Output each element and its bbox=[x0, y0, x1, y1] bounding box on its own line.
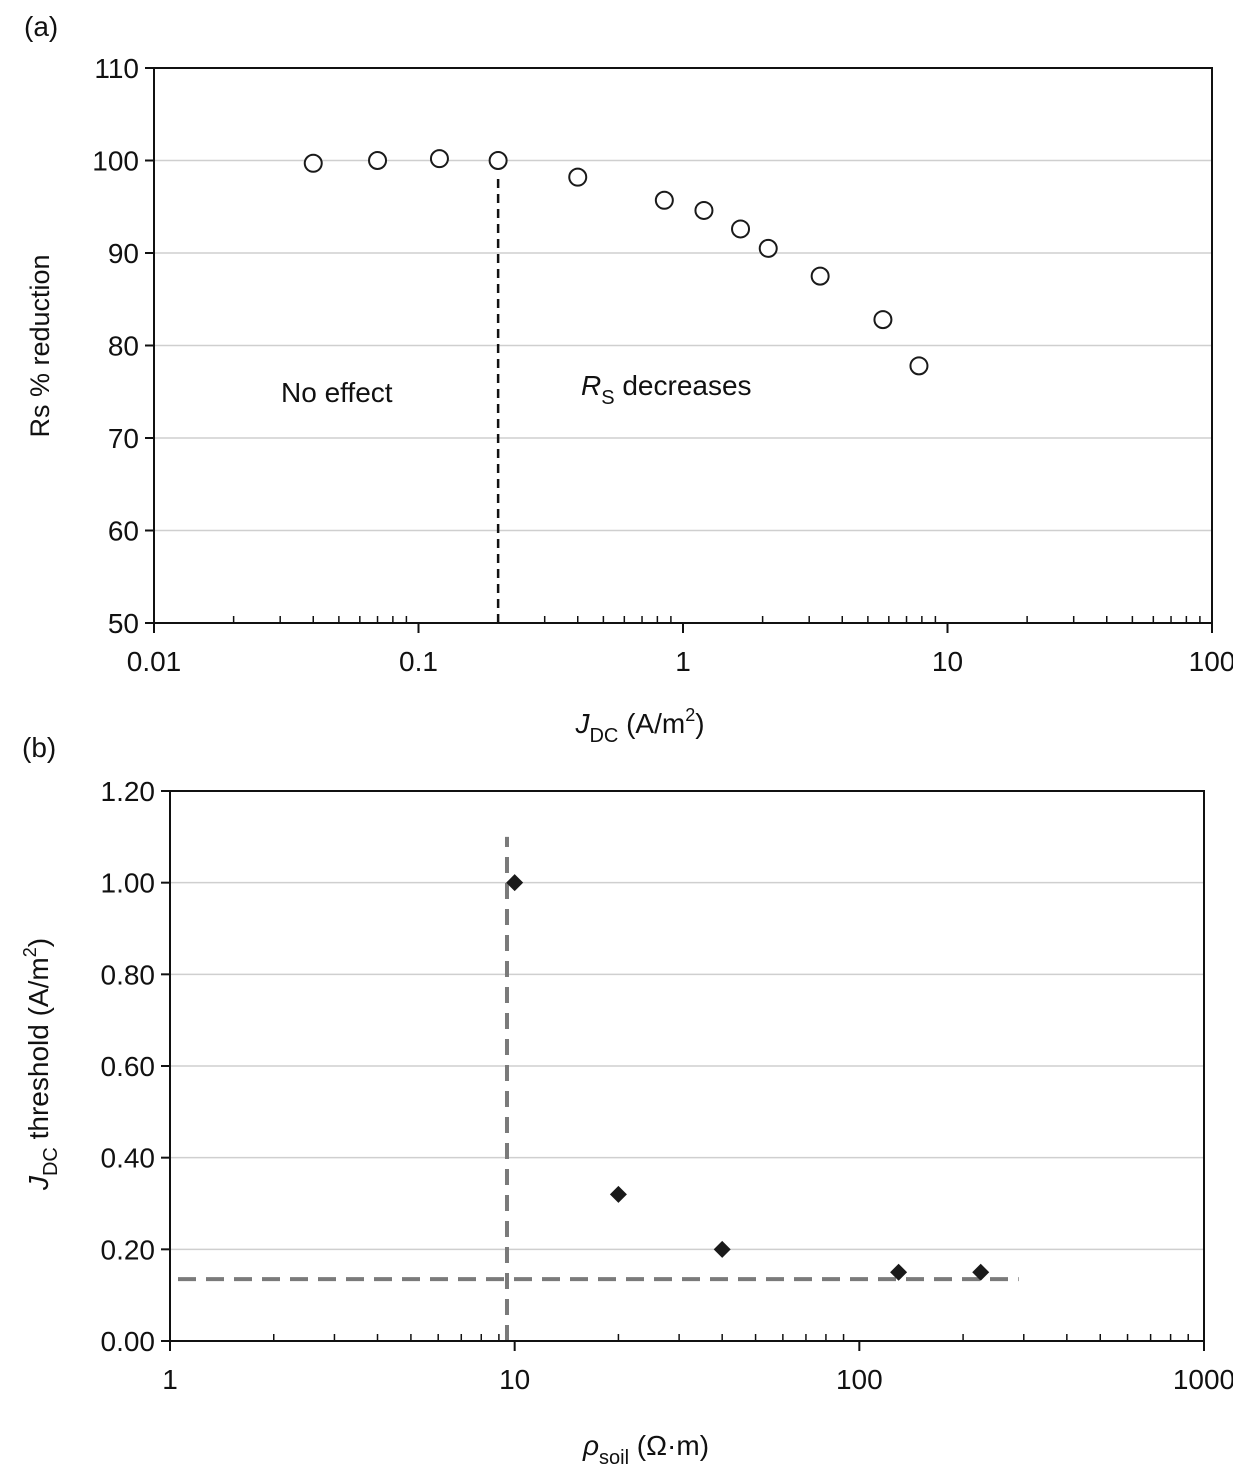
y-tick-label: 90 bbox=[108, 238, 139, 269]
y-tick-label: 1.00 bbox=[101, 868, 156, 899]
data-point bbox=[609, 1185, 627, 1203]
data-point bbox=[368, 151, 388, 170]
x-tick-label: 10 bbox=[499, 1364, 530, 1395]
y-tick-label: 0.40 bbox=[101, 1143, 156, 1174]
x-tick-label: 1 bbox=[675, 646, 691, 677]
panel-a-x-label-units: (A/m bbox=[618, 708, 685, 739]
data-point bbox=[429, 149, 449, 169]
y-tick-label: 0.00 bbox=[101, 1326, 156, 1357]
panel-b-y-label-sup: 2 bbox=[20, 947, 40, 957]
annotation-rs-symbol: R bbox=[581, 370, 601, 401]
y-tick-label: 80 bbox=[108, 331, 139, 362]
data-point bbox=[713, 1240, 731, 1258]
y-tick-label: 110 bbox=[94, 53, 139, 84]
annotation-rs-subscript: S bbox=[601, 387, 614, 409]
data-point bbox=[506, 874, 524, 892]
data-point bbox=[909, 356, 929, 376]
data-point bbox=[873, 310, 893, 330]
x-tick-label: 1 bbox=[162, 1364, 178, 1395]
panel-b-x-label-sub: soil bbox=[599, 1447, 629, 1469]
panel-b-y-label-rest: threshold (A/m bbox=[23, 957, 54, 1147]
x-tick-label: 0.1 bbox=[399, 646, 438, 677]
data-point bbox=[810, 266, 830, 286]
panel-b-y-axis-label: JDC threshold (A/m2) bbox=[20, 938, 62, 1191]
y-tick-label: 0.60 bbox=[101, 1051, 156, 1082]
y-tick-label: 70 bbox=[108, 423, 139, 454]
panel-b-grid bbox=[170, 881, 1204, 1251]
panel-b-x-ticks: 1 10 100 1000 bbox=[162, 1334, 1233, 1395]
panel-b-x-label-main: ρ bbox=[582, 1430, 599, 1461]
panel-a-plot-frame bbox=[153, 67, 1213, 624]
panel-b-y-label-sub: DC bbox=[40, 1147, 62, 1176]
panel-a-label: (a) bbox=[24, 11, 58, 42]
panel-b-plot-frame bbox=[169, 790, 1205, 1342]
panel-a-x-label-sup: 2 bbox=[685, 705, 695, 725]
data-point bbox=[758, 238, 778, 258]
y-tick-label: 50 bbox=[108, 608, 139, 639]
y-tick-label: 1.20 bbox=[101, 776, 156, 807]
data-point bbox=[654, 190, 674, 210]
data-point bbox=[972, 1263, 990, 1281]
panel-a-grid bbox=[154, 159, 1212, 532]
panel-b-x-label-units: (Ω·m) bbox=[629, 1430, 709, 1461]
panel-b: (b) 0.000.200.400.600.801.001.20 1 10 100 1… bbox=[20, 732, 1233, 1469]
panel-a-y-axis-label: Rs % reduction bbox=[25, 254, 55, 437]
x-tick-label: 0.01 bbox=[127, 646, 182, 677]
panel-a-x-label-close: ) bbox=[695, 708, 704, 739]
panel-b-data-points bbox=[506, 874, 990, 1281]
data-point bbox=[568, 167, 588, 187]
y-tick-label: 0.20 bbox=[101, 1234, 156, 1265]
x-tick-label: 1000 bbox=[1173, 1364, 1233, 1395]
panel-a-x-label-sub: DC bbox=[589, 725, 618, 747]
annotation-rs-decreases: RS decreases bbox=[581, 370, 752, 409]
annotation-no-effect: No effect bbox=[281, 377, 393, 408]
data-point bbox=[488, 151, 508, 170]
y-tick-label: 60 bbox=[108, 516, 139, 547]
y-tick-label: 100 bbox=[92, 146, 139, 177]
panel-b-x-axis-label: ρsoil (Ω·m) bbox=[582, 1430, 709, 1469]
panel-b-y-label-main: J bbox=[23, 1175, 54, 1191]
panel-a-data-points bbox=[303, 149, 929, 376]
panel-b-label: (b) bbox=[22, 732, 56, 763]
data-point bbox=[694, 200, 714, 220]
data-point bbox=[303, 153, 323, 173]
x-tick-label: 100 bbox=[1189, 646, 1233, 677]
y-tick-label: 0.80 bbox=[101, 959, 156, 990]
panel-a-x-label-main: J bbox=[574, 708, 590, 739]
x-tick-label: 10 bbox=[932, 646, 963, 677]
panel-b-y-label-end: ) bbox=[23, 938, 54, 947]
x-tick-label: 100 bbox=[836, 1364, 883, 1395]
panel-b-y-ticks: 0.00 0.20 0.40 0.60 0.80 1.00 1.20 bbox=[101, 776, 170, 1357]
annotation-rs-decreases-text: decreases bbox=[615, 370, 752, 401]
data-point bbox=[890, 1263, 908, 1281]
data-point bbox=[731, 219, 751, 239]
panel-a-x-axis-label: JDC (A/m2) bbox=[574, 705, 704, 747]
panel-a-y-ticks: 50 60 70 80 90 100 110 bbox=[92, 53, 154, 639]
panel-a-x-ticks: 0.01 0.1 1 10 100 bbox=[127, 616, 1233, 677]
